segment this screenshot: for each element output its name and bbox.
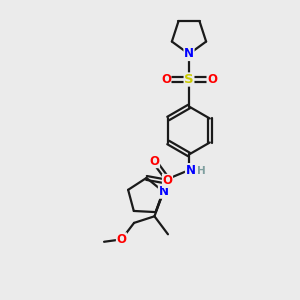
Text: O: O xyxy=(149,154,160,168)
Text: N: N xyxy=(185,164,196,177)
Text: N: N xyxy=(184,47,194,61)
Text: O: O xyxy=(207,73,217,86)
Text: O: O xyxy=(116,233,127,246)
Text: O: O xyxy=(163,174,172,188)
Text: O: O xyxy=(161,73,171,86)
Text: H: H xyxy=(197,166,206,176)
Text: S: S xyxy=(184,73,194,86)
Text: N: N xyxy=(158,185,169,198)
